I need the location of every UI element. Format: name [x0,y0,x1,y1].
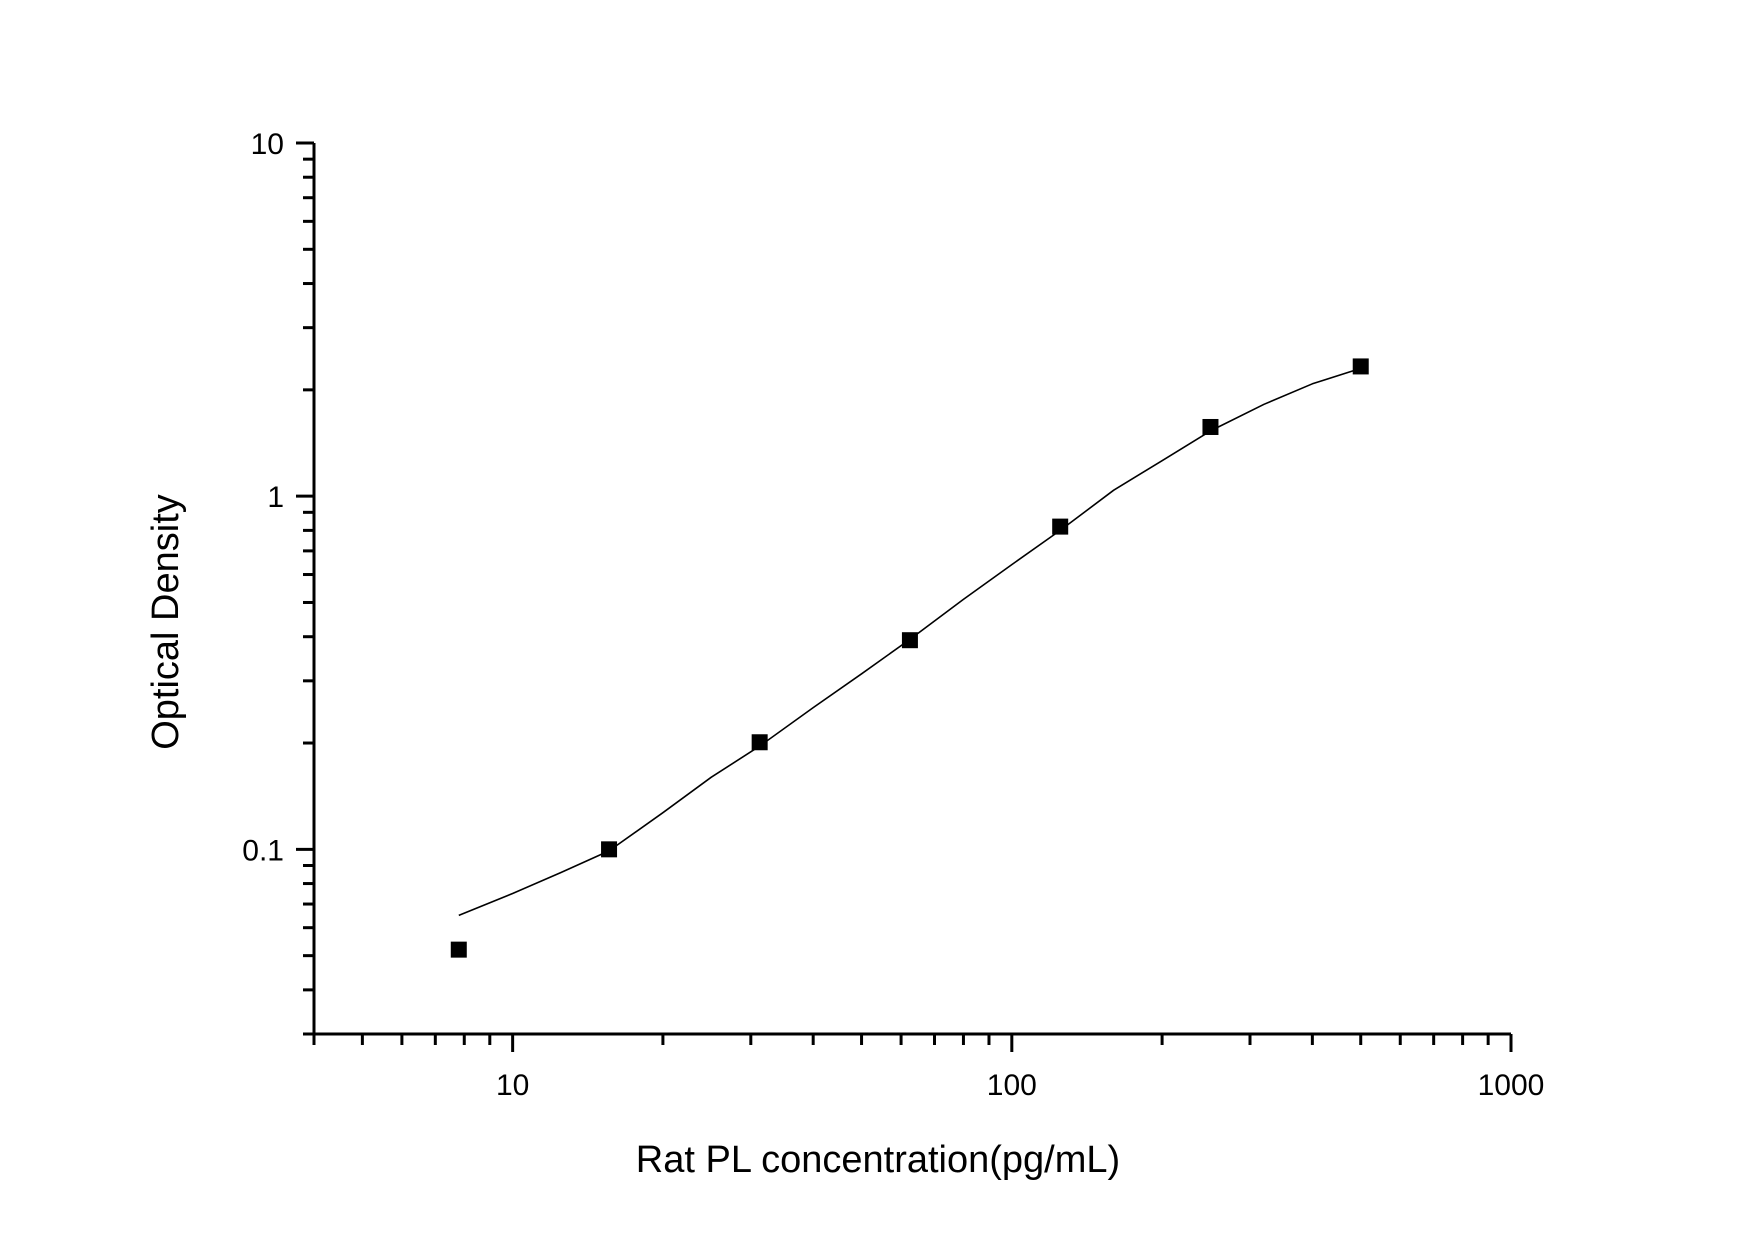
y-tick-label: 0.1 [242,834,284,867]
data-point-square [601,841,618,858]
x-tick-label: 100 [987,1069,1037,1102]
x-axis-title: Rat PL concentration(pg/mL) [636,1139,1120,1181]
y-tick-label: 10 [251,128,284,161]
x-tick-label: 1000 [1478,1069,1545,1102]
y-axis-title: Optical Density [145,494,187,750]
x-tick-label: 10 [496,1069,529,1102]
data-point-square [901,632,918,649]
data-point-square [751,734,768,751]
data-point-square [1052,518,1069,535]
axes: 10 100 1000 0.1 1 10 [242,128,1544,1102]
y-tick-label: 1 [267,481,284,514]
data-point-square [1202,418,1219,435]
data-point-square [450,941,467,958]
data-point-square [1352,358,1369,375]
data-points [450,358,1369,958]
